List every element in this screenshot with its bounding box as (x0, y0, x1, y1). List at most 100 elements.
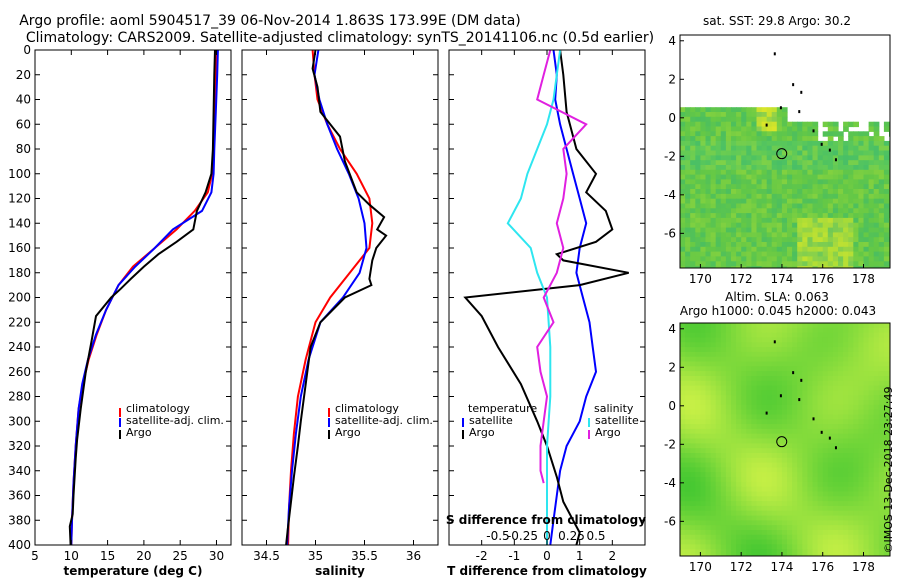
heatmap-cell (725, 462, 732, 468)
heatmap-cell (715, 208, 722, 214)
heatmap-cell (776, 515, 783, 521)
heatmap-cell (756, 160, 763, 166)
heatmap-cell (700, 327, 707, 334)
heatmap-cell (843, 227, 849, 233)
heatmap-cell (853, 539, 859, 545)
heatmap-cell (853, 549, 859, 555)
heatmap-cell (741, 150, 747, 156)
heatmap-cell (822, 496, 829, 502)
heatmap-cell (736, 184, 742, 190)
heatmap-cell (868, 237, 875, 243)
heatmap-cell (781, 327, 788, 334)
heatmap-cell (838, 395, 844, 401)
heatmap-cell (822, 554, 829, 556)
heatmap-cell (807, 404, 814, 411)
sla-map-subtitle: Argo h1000: 0.045 h2000: 0.043 (680, 304, 876, 318)
heatmap-cell (792, 395, 798, 401)
heatmap-cell (761, 390, 768, 396)
heatmap-cell (787, 424, 793, 430)
heatmap-cell (761, 213, 768, 219)
heatmap-cell (827, 380, 834, 387)
heatmap-cell (710, 409, 717, 416)
heatmap-cell (680, 179, 686, 185)
heatmap-cell (868, 155, 875, 161)
island-mark (792, 83, 795, 87)
heatmap-cell (761, 453, 768, 459)
heatmap-cell (838, 549, 844, 555)
heatmap-cell (695, 428, 701, 435)
heatmap-cell (807, 155, 814, 161)
heatmap-cell (802, 457, 808, 464)
heatmap-cell (720, 366, 727, 372)
heatmap-cell (873, 534, 880, 541)
heatmap-cell (751, 356, 758, 363)
heatmap-cell (700, 140, 707, 147)
heatmap-cell (700, 145, 707, 152)
heatmap-cell (741, 433, 747, 440)
heatmap-cell (802, 428, 808, 435)
heatmap-cell (751, 107, 758, 113)
heatmap-cell (720, 169, 727, 176)
heatmap-cell (746, 126, 752, 132)
heatmap-cell (797, 145, 803, 152)
heatmap-cell (680, 356, 686, 363)
heatmap-cell (873, 486, 880, 493)
heatmap-cell (685, 438, 691, 444)
heatmap-cell (710, 155, 717, 161)
heatmap-cell (761, 520, 768, 526)
legend-label-climatology: climatology (126, 402, 190, 415)
heatmap-cell (802, 256, 808, 262)
s-difference-tick-label: 0.25 (558, 529, 585, 543)
heatmap-cell (781, 126, 788, 132)
heatmap-cell (883, 510, 890, 517)
heatmap-cell (685, 510, 691, 517)
heatmap-cell (715, 160, 722, 166)
heatmap-cell (736, 136, 742, 142)
heatmap-cell (787, 165, 793, 171)
heatmap-cell (776, 438, 783, 444)
heatmap-cell (776, 251, 783, 257)
heatmap-cell (720, 438, 727, 444)
heatmap-cell (695, 554, 701, 556)
heatmap-cell (710, 107, 717, 113)
heatmap-cell (807, 549, 814, 555)
heatmap-cell (873, 332, 880, 338)
heatmap-cell (827, 515, 834, 521)
heatmap-cell (848, 424, 854, 430)
map-xtick-label: 174 (770, 272, 793, 286)
heatmap-cell (751, 366, 758, 372)
temperature-series-climatology (70, 49, 218, 546)
salinity-panel: 34.5 35 35.5 36 salinity climatology satell… (241, 49, 439, 578)
heatmap-cell (766, 400, 773, 406)
heatmap-cell (771, 376, 778, 382)
heatmap-cell (812, 428, 819, 435)
heatmap-cell (741, 121, 747, 128)
heatmap-cell (700, 419, 707, 425)
heatmap-cell (746, 332, 752, 338)
heatmap-cell (878, 332, 885, 338)
heatmap-cell (858, 266, 865, 268)
heatmap-cell (858, 222, 865, 229)
heatmap-cell (781, 217, 788, 224)
heatmap-cell (695, 505, 701, 512)
heatmap-cell (873, 544, 880, 550)
heatmap-cell (761, 428, 768, 435)
heatmap-cell (715, 337, 722, 343)
heatmap-cell (883, 222, 890, 229)
heatmap-cell (832, 356, 839, 363)
heatmap-cell (705, 467, 712, 473)
heatmap-cell (863, 525, 870, 531)
heatmap-cell (725, 155, 732, 161)
heatmap-cell (812, 409, 819, 416)
heatmap-cell (725, 530, 732, 536)
heatmap-cell (731, 332, 737, 338)
heatmap-cell (710, 428, 717, 435)
heatmap-cell (720, 136, 727, 142)
heatmap-cell (832, 390, 839, 396)
heatmap-cell (720, 174, 727, 180)
heatmap-cell (883, 160, 890, 166)
heatmap-cell (695, 525, 701, 531)
heatmap-cell (802, 145, 808, 152)
depth-tick-label: 0 (23, 43, 31, 57)
heatmap-cell (787, 433, 793, 440)
